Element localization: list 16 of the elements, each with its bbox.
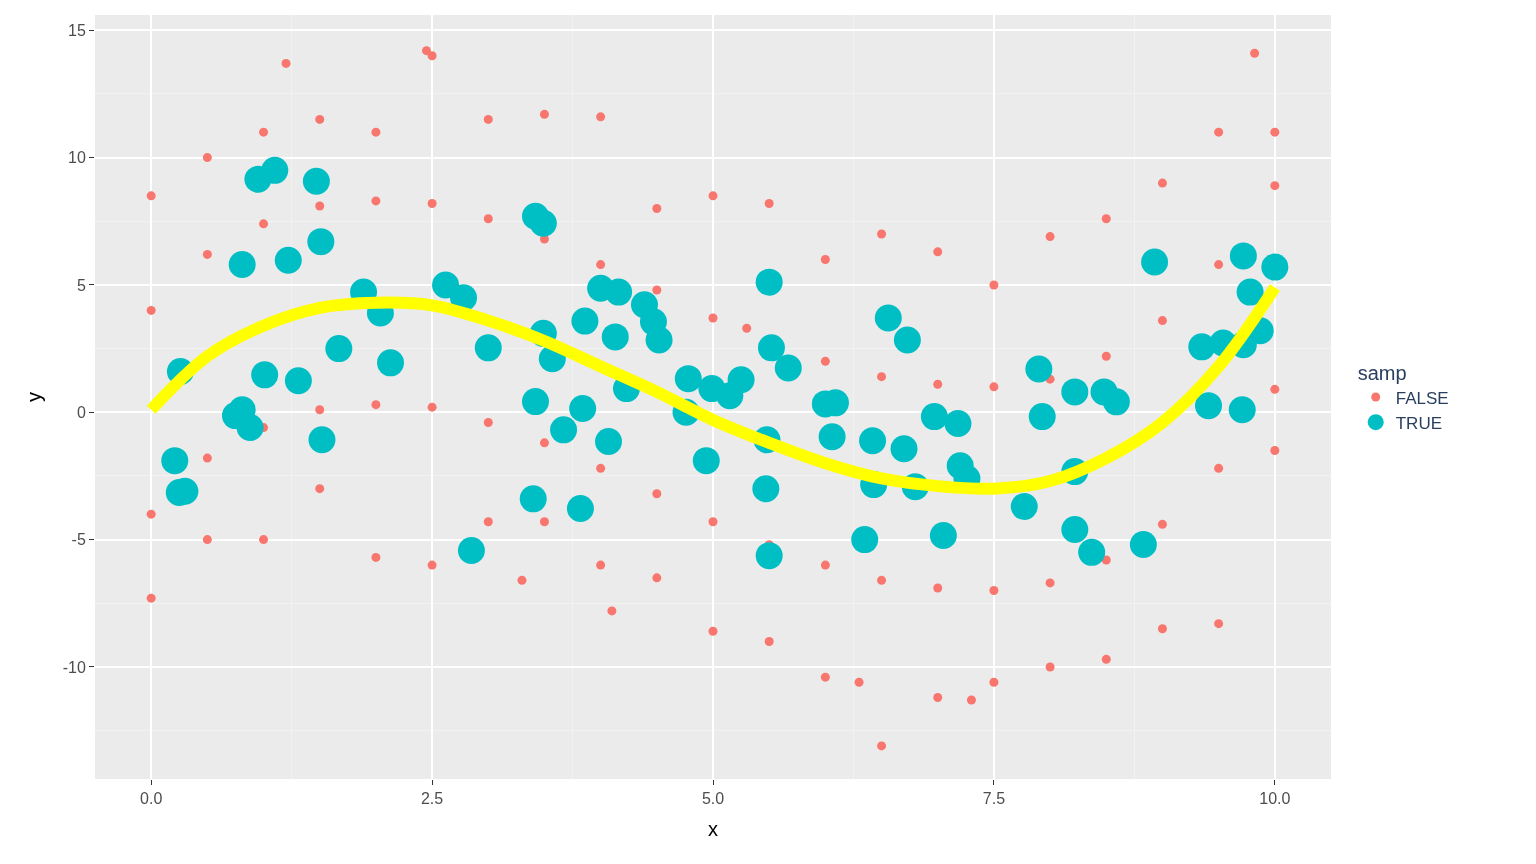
legend-label: FALSE [1395,388,1449,408]
x-tick-label: 5.0 [701,790,725,808]
y-tick-label: -10 [62,658,86,676]
y-tick-label: -5 [71,531,86,549]
x-tick-label: 10.0 [1259,790,1291,808]
y-tick-label: 0 [76,403,86,421]
x-tick-label: 2.5 [420,790,444,808]
legend-label: TRUE [1395,413,1442,433]
x-axis-title: x [708,817,718,840]
y-tick-label: 10 [68,149,86,167]
x-tick-label: 0.0 [140,790,163,808]
legend-title: samp [1357,361,1407,384]
x-tick-label: 7.5 [982,790,1006,808]
y-axis-title: y [23,392,46,402]
y-tick-label: 5 [76,276,86,294]
y-tick-label: 15 [68,21,86,39]
